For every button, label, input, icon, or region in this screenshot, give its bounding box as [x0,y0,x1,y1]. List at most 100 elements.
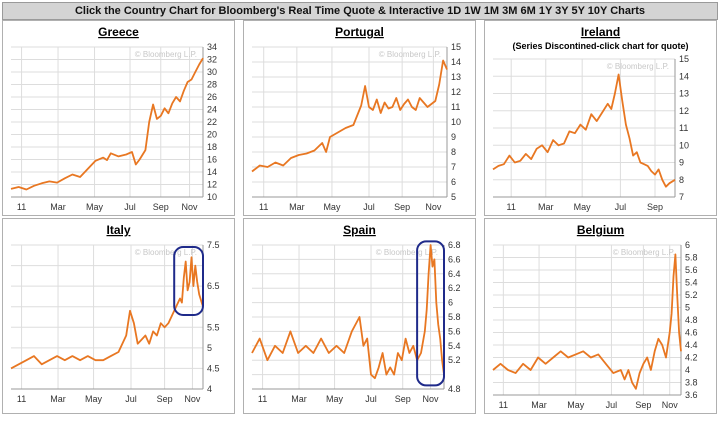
series-line [492,253,682,390]
chart-svg: Greece 10 12 14 16 18 20 22 24 26 28 30 32 34 11 Mar May… [10,25,217,212]
y-tick-label: 20 [207,130,217,140]
y-tick-label: 5 [207,343,212,353]
y-tick-label: 5.4 [448,341,461,351]
x-tick-label: Jul [606,400,618,410]
y-tick-label: 7 [679,192,684,202]
y-tick-label: 12 [451,87,461,97]
y-tick-label: 16 [207,155,217,165]
x-tick-label: Mar [538,202,554,212]
watermark: © Bloomberg L.P. [379,50,441,59]
chart-panel-greece[interactable]: Greece 10 12 14 16 18 20 22 24 26 28 30 32 34 11 Mar May… [2,20,235,216]
y-tick-label: 22 [207,117,217,127]
chart-panel-ireland[interactable]: Ireland (Series Discontined-click chart f… [484,20,717,216]
y-tick-label: 5.8 [685,253,698,263]
chart-panel-portugal[interactable]: Portugal 5 6 7 8 9 10 11 12 13 14 15 11 Mar May Jul Sep N… [243,20,476,216]
y-tick-label: 8 [679,175,684,185]
x-tick-label: 11 [258,394,267,404]
x-tick-label: Mar [289,202,305,212]
y-tick-label: 14 [679,71,689,81]
y-tick-label: 5.6 [448,326,461,336]
x-tick-label: Sep [647,202,663,212]
x-tick-label: 11 [17,394,26,404]
y-tick-label: 5.4 [685,278,698,288]
x-tick-label: 11 [507,202,516,212]
chart-svg: Portugal 5 6 7 8 9 10 11 12 13 14 15 11 Mar May Jul Sep N… [251,25,461,212]
highlight-oval [173,246,204,316]
chart-title: Ireland [581,25,620,39]
y-tick-label: 3.8 [685,378,698,388]
x-tick-label: Nov [662,400,679,410]
y-tick-label: 10 [207,192,217,202]
x-tick-label: Sep [153,202,169,212]
chart-panel-spain[interactable]: Spain 4.8 5.2 5.4 5.6 5.8 6 6.2 6.4 6.6 6.8 11 Mar Ma… [243,218,476,414]
y-tick-label: 6 [448,298,453,308]
series-line [10,256,204,370]
y-tick-label: 12 [207,180,217,190]
chart-panel-belgium[interactable]: Belgium 3.6 3.8 4 4.2 4.4 4.6 4.8 5 5.2 5.4 5.6 5.8 6… [484,218,717,414]
x-tick-label: Mar [50,394,66,404]
x-tick-label: Sep [635,400,651,410]
y-tick-label: 3.6 [685,390,698,400]
y-tick-label: 5.2 [685,290,698,300]
y-tick-label: 28 [207,80,217,90]
x-tick-label: Nov [182,202,199,212]
x-tick-label: 11 [259,202,268,212]
y-tick-label: 4.4 [685,340,698,350]
y-tick-label: 24 [207,105,217,115]
chart-title: Greece [98,25,139,39]
y-tick-label: 5.6 [685,265,698,275]
x-tick-label: Nov [425,202,442,212]
x-tick-label: Mar [50,202,66,212]
y-tick-label: 6 [685,240,690,250]
x-tick-label: Sep [157,394,173,404]
watermark: © Bloomberg L.P. [376,248,438,257]
y-tick-label: 5.2 [448,355,461,365]
x-tick-label: May [567,400,585,410]
x-tick-label: May [326,394,344,404]
series-line [10,57,204,191]
y-tick-label: 32 [207,55,217,65]
chart-panel-italy[interactable]: Italy 4 4.5 5 5.5 6.5 7.5 11 Mar May Jul Sep Nov © Bl… [2,218,235,414]
series-line [251,59,448,173]
series-line [492,73,676,188]
y-tick-label: 30 [207,67,217,77]
y-tick-label: 15 [451,42,461,52]
y-tick-label: 4.6 [685,328,698,338]
y-tick-label: 4 [207,384,212,394]
y-tick-label: 12 [679,106,689,116]
chart-svg: Belgium 3.6 3.8 4 4.2 4.4 4.6 4.8 5 5.2 5.4 5.6 5.8 6… [492,223,698,410]
chart-svg: Spain 4.8 5.2 5.4 5.6 5.8 6 6.2 6.4 6.6 6.8 11 Mar Ma… [251,223,461,404]
x-tick-label: Jul [363,202,375,212]
y-tick-label: 6.8 [448,240,461,250]
x-tick-label: 11 [17,202,26,212]
y-tick-label: 10 [451,117,461,127]
chart-title: Portugal [335,25,384,39]
chart-title: Spain [343,223,376,237]
y-tick-label: 4.2 [685,353,698,363]
y-tick-label: 34 [207,42,217,52]
y-tick-label: 11 [679,123,688,133]
header-link[interactable]: Click the Country Chart for Bloomberg's … [2,2,718,20]
chart-subtitle: (Series Discontined-click chart for quot… [512,41,688,51]
y-tick-label: 14 [207,167,217,177]
x-tick-label: Mar [531,400,547,410]
watermark: © Bloomberg L.P. [135,50,197,59]
y-tick-label: 5.5 [207,322,220,332]
chart-title: Italy [106,223,130,237]
y-tick-label: 6.2 [448,283,461,293]
y-tick-label: 13 [451,72,461,82]
y-tick-label: 4.5 [207,363,220,373]
y-tick-label: 6.4 [448,269,461,279]
x-tick-label: Mar [291,394,307,404]
x-tick-label: 11 [499,400,508,410]
y-tick-label: 7.5 [207,240,220,250]
series-line [251,244,445,380]
y-tick-label: 4.8 [448,384,461,394]
y-tick-label: 9 [451,132,456,142]
chart-svg: Italy 4 4.5 5 5.5 6.5 7.5 11 Mar May Jul Sep Nov © Bl… [10,223,220,404]
x-tick-label: May [86,202,104,212]
x-tick-label: Jul [125,394,137,404]
y-tick-label: 5 [451,192,456,202]
y-tick-label: 14 [451,57,461,67]
y-tick-label: 11 [451,102,460,112]
